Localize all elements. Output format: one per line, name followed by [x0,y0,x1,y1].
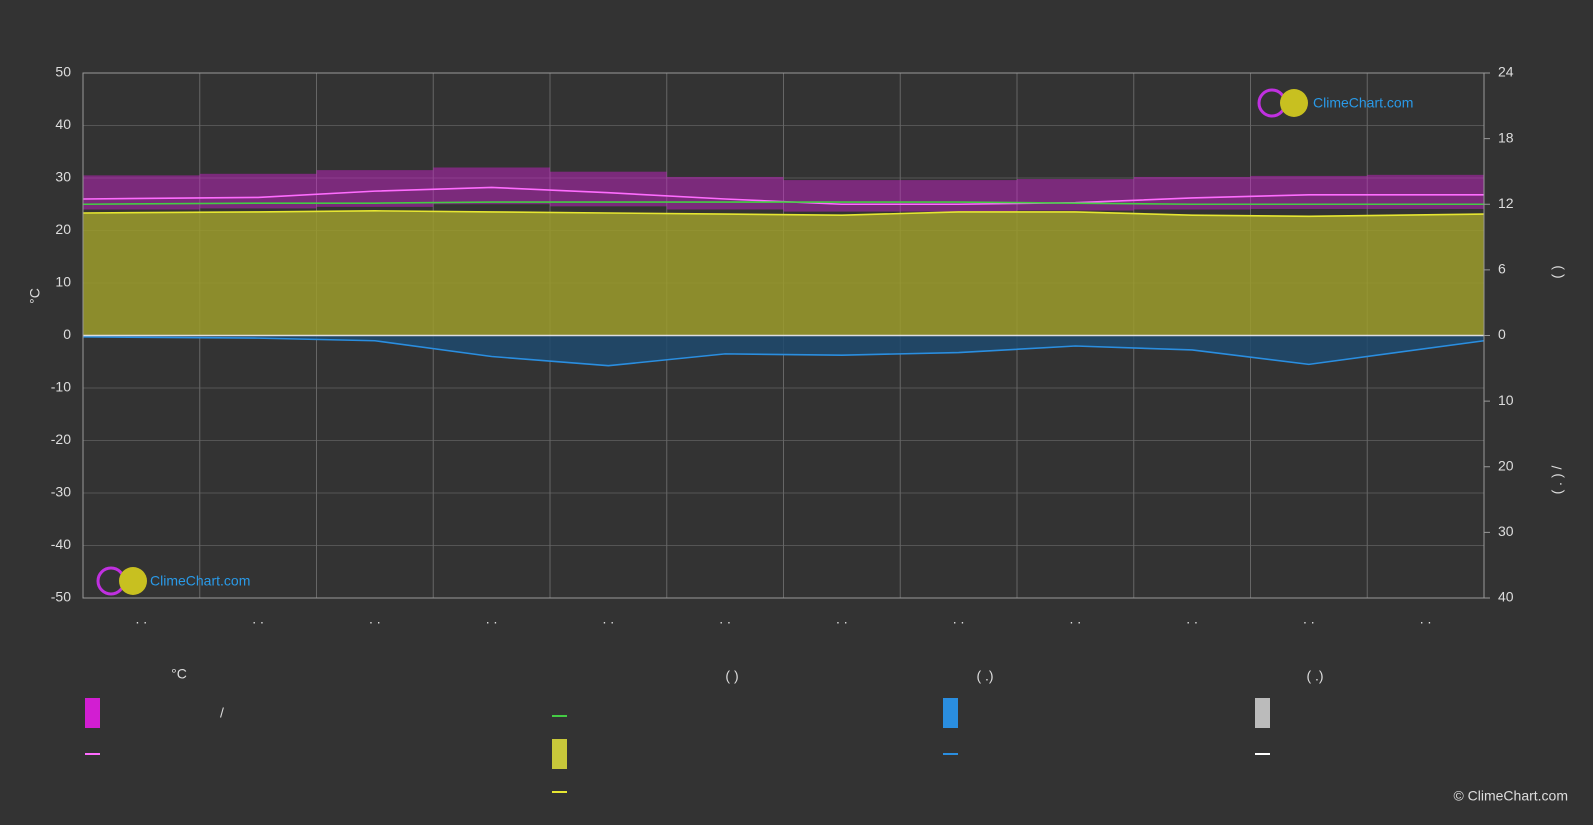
temp-range [783,180,901,212]
x-tick-label: . . [486,611,498,627]
y-tick-label: 20 [55,221,71,237]
x-tick-label: . . [719,611,731,627]
y-tick-label: -30 [51,484,71,500]
y-tick-label: -40 [51,536,71,552]
y3-tick-label: 40 [1498,589,1514,605]
y2-tick-label: 6 [1498,261,1506,277]
y3-axis-label: ( . ) / [1549,466,1565,495]
temp-range [900,180,1017,212]
logo-top: ClimeChart.com [1257,88,1413,118]
logo-sun [1280,89,1308,117]
y-tick-label: -10 [51,379,71,395]
y-tick-label: 0 [63,326,71,342]
y-tick-label: -50 [51,589,71,605]
x-tick-label: . . [1303,611,1315,627]
y-tick-label: 40 [55,116,71,132]
x-tick-label: . . [252,611,264,627]
logo-sun [119,567,147,595]
legend-header: ( .) [976,668,993,684]
y-tick-label: 10 [55,274,71,290]
plot-frame [82,72,1485,599]
y-tick-label: 30 [55,169,71,185]
x-tick-label: . . [1070,611,1082,627]
legend-swatch [552,739,567,769]
y-tick-label: -20 [51,431,71,447]
legend: °C ( ) ( .) ( .) / [85,666,1324,793]
y2-tick-label: 24 [1498,64,1514,80]
y2-tick-label: 18 [1498,129,1514,145]
x-tick-label: . . [1186,611,1198,627]
temp-range [1017,179,1134,211]
temp-range [666,176,784,210]
legend-header: ( .) [1306,668,1323,684]
x-tick-label: . . [603,611,615,627]
y-tick-label: 50 [55,64,71,80]
y3-tick-label: 30 [1498,523,1514,539]
line [82,210,1485,218]
plot: 50 40 30 20 10 0 -10 -20 -30 -40 -50 24 18 12 6 0 10 20 30… [51,64,1514,627]
watermark: ClimeChart.com [150,573,250,589]
y-axis-label: °C [27,288,43,304]
line [82,201,1484,206]
area [83,335,1484,366]
x-tick-label: . . [136,611,148,627]
y2-axis-label: ( ) [1549,265,1565,278]
x-tick-label: . . [953,611,965,627]
y3-tick-label: 20 [1498,457,1514,473]
watermark: ClimeChart.com [1313,95,1413,111]
y2-tick-label: 12 [1498,195,1514,211]
legend-swatch [1255,698,1270,728]
y2-tick-label: 0 [1498,326,1506,342]
area [83,210,1484,336]
legend-text: / [220,705,224,721]
line [82,336,1485,367]
temp-range [433,167,550,205]
temp-range [550,171,667,207]
y3-tick-label: 10 [1498,392,1514,408]
legend-swatch [943,698,958,728]
logo-bottom: ClimeChart.com [96,566,250,596]
temp-range [316,170,434,207]
legend-header: ( ) [725,668,738,684]
x-tick-label: . . [369,611,381,627]
temp-range [1367,174,1484,209]
legend-header: °C [171,666,187,682]
copyright: © ClimeChart.com [1453,788,1568,804]
legend-swatch [85,698,100,728]
x-tick-label: . . [836,611,848,627]
x-tick-label: . . [1420,611,1432,627]
